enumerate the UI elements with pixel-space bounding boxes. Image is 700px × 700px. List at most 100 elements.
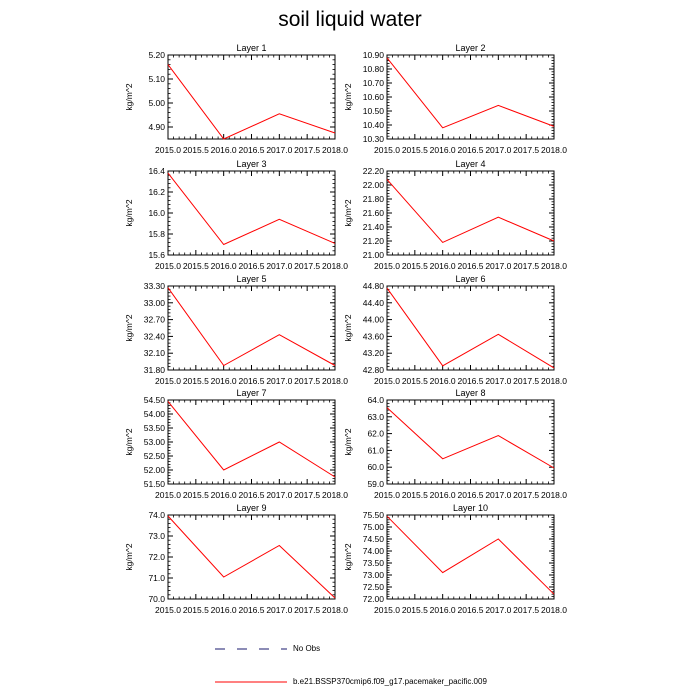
y-tick-label: 33.30 bbox=[144, 281, 166, 291]
y-tick-label: 22.00 bbox=[363, 180, 385, 190]
x-tick-label: 2017.5 bbox=[513, 145, 539, 155]
panel-title: Layer 9 bbox=[236, 503, 266, 513]
y-tick-label: 59.0 bbox=[367, 479, 384, 489]
x-tick-label: 2017.0 bbox=[485, 376, 511, 386]
panel-title: Layer 1 bbox=[236, 43, 266, 53]
y-tick-label: 73.50 bbox=[363, 558, 385, 568]
y-tick-label: 21.00 bbox=[363, 250, 385, 260]
series-line bbox=[167, 172, 336, 246]
x-tick-label: 2015.5 bbox=[402, 145, 428, 155]
y-tick-label: 10.70 bbox=[363, 78, 385, 88]
x-tick-label: 2015.0 bbox=[374, 605, 400, 615]
series-line bbox=[167, 515, 336, 599]
x-tick-label: 2016.0 bbox=[211, 605, 237, 615]
x-tick-label: 2015.0 bbox=[155, 261, 181, 271]
x-tick-label: 2016.5 bbox=[239, 261, 265, 271]
y-tick-label: 10.50 bbox=[363, 106, 385, 116]
legend-obs: No Obs bbox=[215, 641, 415, 655]
x-tick-label: 2018.0 bbox=[322, 145, 348, 155]
x-tick-label: 2016.0 bbox=[211, 261, 237, 271]
x-tick-label: 2016.0 bbox=[211, 145, 237, 155]
y-tick-label: 44.00 bbox=[363, 315, 385, 325]
x-tick-label: 2015.5 bbox=[183, 490, 209, 500]
legend-model-swatch bbox=[215, 681, 287, 683]
y-tick-label: 74.00 bbox=[363, 546, 385, 556]
x-tick-label: 2017.5 bbox=[513, 490, 539, 500]
y-tick-label: 53.00 bbox=[144, 437, 166, 447]
x-tick-label: 2016.0 bbox=[430, 145, 456, 155]
x-tick-label: 2018.0 bbox=[541, 376, 567, 386]
x-tick-label: 2017.5 bbox=[294, 490, 320, 500]
x-tick-label: 2016.5 bbox=[239, 490, 265, 500]
plot-frame bbox=[167, 399, 336, 485]
y-tick-label: 21.60 bbox=[363, 208, 385, 218]
x-tick-label: 2017.0 bbox=[485, 261, 511, 271]
y-axis-label: kg/m^2 bbox=[124, 314, 134, 341]
y-tick-label: 43.60 bbox=[363, 331, 385, 341]
y-tick-label: 33.00 bbox=[144, 298, 166, 308]
x-tick-label: 2015.0 bbox=[374, 145, 400, 155]
x-tick-label: 2015.0 bbox=[374, 376, 400, 386]
y-tick-label: 71.0 bbox=[148, 573, 165, 583]
x-tick-label: 2015.5 bbox=[402, 261, 428, 271]
x-tick-label: 2016.5 bbox=[458, 605, 484, 615]
panel-title: Layer 7 bbox=[236, 388, 266, 398]
x-tick-label: 2015.0 bbox=[374, 261, 400, 271]
x-tick-label: 2017.0 bbox=[485, 605, 511, 615]
x-tick-label: 2017.0 bbox=[266, 145, 292, 155]
y-tick-label: 60.0 bbox=[367, 462, 384, 472]
y-tick-label: 61.0 bbox=[367, 445, 384, 455]
y-tick-label: 10.40 bbox=[363, 120, 385, 130]
y-tick-label: 10.80 bbox=[363, 64, 385, 74]
y-tick-label: 21.40 bbox=[363, 222, 385, 232]
x-tick-label: 2015.5 bbox=[402, 605, 428, 615]
x-tick-label: 2016.5 bbox=[458, 261, 484, 271]
plot-frame bbox=[386, 170, 555, 256]
y-tick-label: 32.70 bbox=[144, 315, 166, 325]
y-tick-label: 10.30 bbox=[363, 134, 385, 144]
y-tick-label: 32.40 bbox=[144, 331, 166, 341]
panel-title: Layer 2 bbox=[455, 43, 485, 53]
x-tick-label: 2015.5 bbox=[402, 376, 428, 386]
y-tick-label: 16.2 bbox=[148, 187, 165, 197]
series-line bbox=[386, 287, 555, 369]
x-tick-label: 2017.0 bbox=[266, 376, 292, 386]
x-tick-label: 2016.5 bbox=[239, 376, 265, 386]
y-tick-label: 73.00 bbox=[363, 570, 385, 580]
panel-title: Layer 8 bbox=[455, 388, 485, 398]
series-line bbox=[167, 401, 336, 478]
x-tick-label: 2017.0 bbox=[485, 145, 511, 155]
page-title: soil liquid water bbox=[278, 8, 422, 31]
x-tick-label: 2015.5 bbox=[402, 490, 428, 500]
y-tick-label: 70.0 bbox=[148, 594, 165, 604]
y-tick-label: 5.20 bbox=[148, 50, 165, 60]
x-tick-label: 2016.0 bbox=[430, 376, 456, 386]
y-tick-label: 31.80 bbox=[144, 365, 166, 375]
x-tick-label: 2017.0 bbox=[485, 490, 511, 500]
x-tick-label: 2017.5 bbox=[513, 605, 539, 615]
panel-title: Layer 5 bbox=[236, 274, 266, 284]
plot-frame bbox=[167, 170, 336, 256]
panel-title: Layer 10 bbox=[453, 503, 488, 513]
x-tick-label: 2018.0 bbox=[541, 145, 567, 155]
y-tick-label: 5.10 bbox=[148, 74, 165, 84]
x-tick-label: 2016.5 bbox=[458, 490, 484, 500]
x-tick-label: 2017.5 bbox=[513, 261, 539, 271]
series-line bbox=[386, 407, 555, 469]
plot-frame bbox=[386, 399, 555, 485]
x-tick-label: 2016.5 bbox=[239, 145, 265, 155]
x-tick-label: 2018.0 bbox=[541, 261, 567, 271]
y-axis-label: kg/m^2 bbox=[343, 314, 353, 341]
panel-title: Layer 4 bbox=[455, 159, 485, 169]
y-tick-label: 52.50 bbox=[144, 451, 166, 461]
x-tick-label: 2017.5 bbox=[294, 376, 320, 386]
y-tick-label: 74.0 bbox=[148, 510, 165, 520]
x-tick-label: 2017.5 bbox=[294, 261, 320, 271]
x-tick-label: 2017.5 bbox=[294, 605, 320, 615]
y-tick-label: 75.00 bbox=[363, 522, 385, 532]
y-tick-label: 54.50 bbox=[144, 395, 166, 405]
